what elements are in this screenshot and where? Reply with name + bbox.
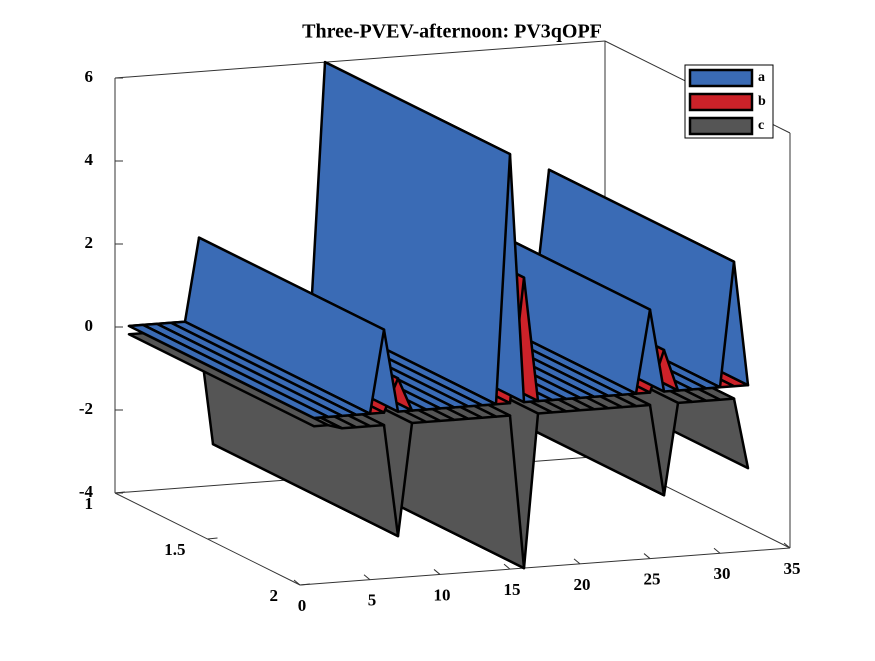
y-tick-label: 1	[85, 494, 94, 513]
x-tick	[573, 558, 581, 565]
x-tick-label: 0	[298, 596, 307, 615]
area-face	[127, 331, 330, 428]
x-tick	[293, 579, 301, 586]
x-tick	[713, 547, 721, 554]
legend-swatch	[688, 68, 754, 88]
x-tick	[363, 574, 371, 581]
x-tick	[503, 563, 511, 570]
x-tick-label: 5	[368, 591, 377, 610]
chart-title: Three-PVEV-afternoon: PV3qOPF	[302, 21, 602, 43]
x-tick-label: 25	[644, 569, 661, 588]
z-tick-label: 2	[85, 233, 94, 252]
legend-label: b	[758, 94, 766, 109]
z-tick-label: 6	[85, 67, 94, 86]
axis-line	[114, 40, 606, 79]
x-tick-label: 30	[714, 564, 731, 583]
legend-label: a	[758, 70, 765, 85]
y-tick	[114, 491, 126, 494]
legend-swatch	[688, 92, 754, 112]
x-tick	[433, 569, 441, 575]
x-tick-label: 10	[434, 585, 451, 604]
z-tick-label: -4	[79, 482, 94, 501]
axis-line	[299, 547, 791, 586]
x-tick-label: 20	[574, 575, 591, 594]
x-tick	[643, 553, 651, 559]
legend-swatch	[688, 116, 754, 136]
y-tick-label: 1.5	[164, 540, 185, 559]
area-face	[127, 323, 330, 420]
y-tick-label: 2	[270, 586, 279, 605]
legend-label: c	[758, 118, 764, 133]
y-tick	[207, 537, 218, 540]
y-tick	[299, 583, 311, 586]
x-tick-label: 35	[784, 559, 801, 578]
z-tick-label: -2	[79, 399, 93, 418]
x-tick	[783, 542, 791, 549]
z-tick-label: 4	[85, 150, 94, 169]
x-tick-label: 15	[504, 580, 521, 599]
z-tick-label: 0	[85, 316, 94, 335]
